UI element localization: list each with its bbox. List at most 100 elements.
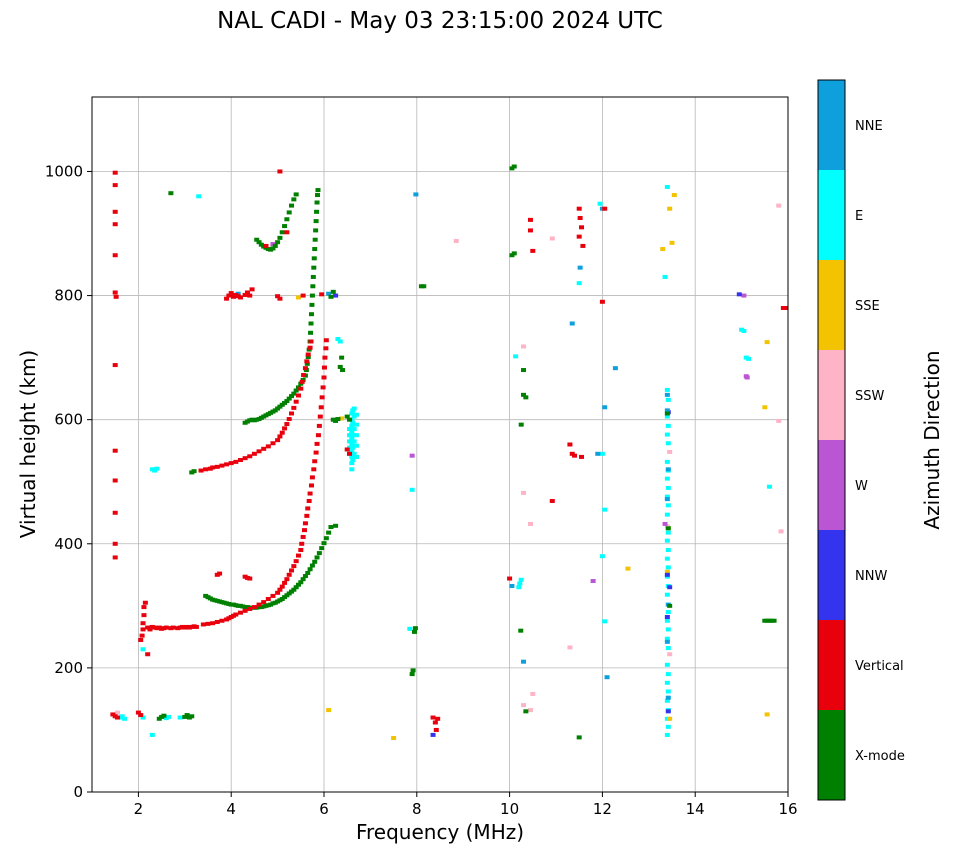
data-point: [567, 645, 573, 650]
data-point: [304, 513, 310, 518]
data-point: [308, 339, 314, 344]
data-point: [224, 296, 230, 301]
data-point: [315, 188, 321, 193]
data-point: [516, 585, 522, 590]
data-point: [311, 256, 317, 261]
data-point: [291, 564, 297, 569]
data-point: [595, 451, 601, 456]
tick-label-y: 0: [73, 783, 83, 801]
data-point: [309, 475, 315, 480]
data-point: [140, 621, 146, 626]
data-point: [409, 672, 415, 677]
data-point: [527, 217, 533, 222]
tick-label-y: 1000: [45, 162, 83, 180]
data-point: [214, 619, 220, 624]
data-point: [664, 476, 670, 481]
data-point: [293, 388, 299, 393]
data-point: [298, 547, 304, 552]
data-point: [326, 291, 332, 296]
data-point: [664, 698, 670, 703]
data-point: [282, 426, 288, 431]
data-point: [407, 626, 413, 631]
data-point: [602, 507, 608, 512]
data-point: [665, 526, 671, 531]
data-point: [599, 451, 605, 456]
data-point: [421, 284, 427, 289]
data-point: [261, 600, 267, 605]
data-point: [664, 732, 670, 737]
tick-label-x: 4: [226, 800, 236, 818]
data-point: [664, 408, 670, 413]
data-point: [576, 735, 582, 740]
data-point: [665, 530, 671, 535]
data-point: [665, 423, 671, 428]
data-point: [318, 405, 324, 410]
data-point: [409, 453, 415, 458]
data-point: [198, 468, 204, 473]
tick-label-y: 400: [54, 535, 83, 553]
data-point: [112, 183, 118, 188]
data-point: [665, 672, 671, 677]
colorbar-segment: [818, 260, 845, 350]
data-point: [349, 442, 355, 447]
data-point: [351, 406, 357, 411]
data-point: [391, 736, 397, 741]
data-point: [580, 243, 586, 248]
data-point: [413, 192, 419, 197]
data-point: [665, 467, 671, 472]
data-point: [279, 430, 285, 435]
data-point: [323, 338, 329, 343]
data-point: [275, 590, 281, 595]
data-point: [214, 464, 220, 469]
data-point: [247, 606, 253, 611]
data-point: [112, 478, 118, 483]
data-point: [507, 576, 513, 581]
data-point: [664, 569, 670, 574]
data-point: [119, 714, 125, 719]
data-point: [286, 396, 292, 401]
data-point: [667, 585, 673, 590]
data-point: [161, 713, 167, 718]
data-point: [576, 206, 582, 211]
tick-label-x: 2: [134, 800, 144, 818]
data-point: [433, 727, 439, 732]
data-point: [316, 551, 322, 556]
data-point: [741, 328, 747, 333]
data-point: [139, 633, 145, 638]
data-point: [347, 417, 353, 422]
data-point: [347, 433, 353, 438]
data-point: [764, 712, 770, 717]
data-point: [549, 498, 555, 503]
data-point: [347, 451, 353, 456]
data-point: [549, 236, 555, 241]
data-point: [112, 209, 118, 214]
data-point: [350, 420, 356, 425]
data-point: [289, 411, 295, 416]
data-point: [219, 618, 225, 623]
data-point: [302, 574, 308, 579]
data-point: [251, 605, 257, 610]
data-point: [293, 192, 299, 197]
data-point: [177, 715, 183, 720]
data-point: [242, 456, 248, 461]
tick-label-y: 200: [54, 659, 83, 677]
data-point: [665, 441, 671, 446]
data-point: [667, 603, 673, 608]
data-point: [305, 570, 311, 575]
data-point: [353, 412, 359, 417]
data-point: [665, 547, 671, 552]
data-point: [351, 439, 357, 444]
data-point: [299, 379, 305, 384]
data-point: [301, 373, 307, 377]
data-point: [319, 292, 325, 297]
data-point: [270, 246, 276, 251]
data-point: [326, 530, 332, 535]
data-point: [330, 289, 336, 294]
data-point: [295, 295, 301, 300]
data-point: [736, 292, 742, 297]
data-point: [353, 422, 359, 427]
data-point: [518, 577, 524, 582]
data-point: [576, 281, 582, 286]
data-point: [744, 375, 750, 380]
data-point: [321, 541, 327, 546]
